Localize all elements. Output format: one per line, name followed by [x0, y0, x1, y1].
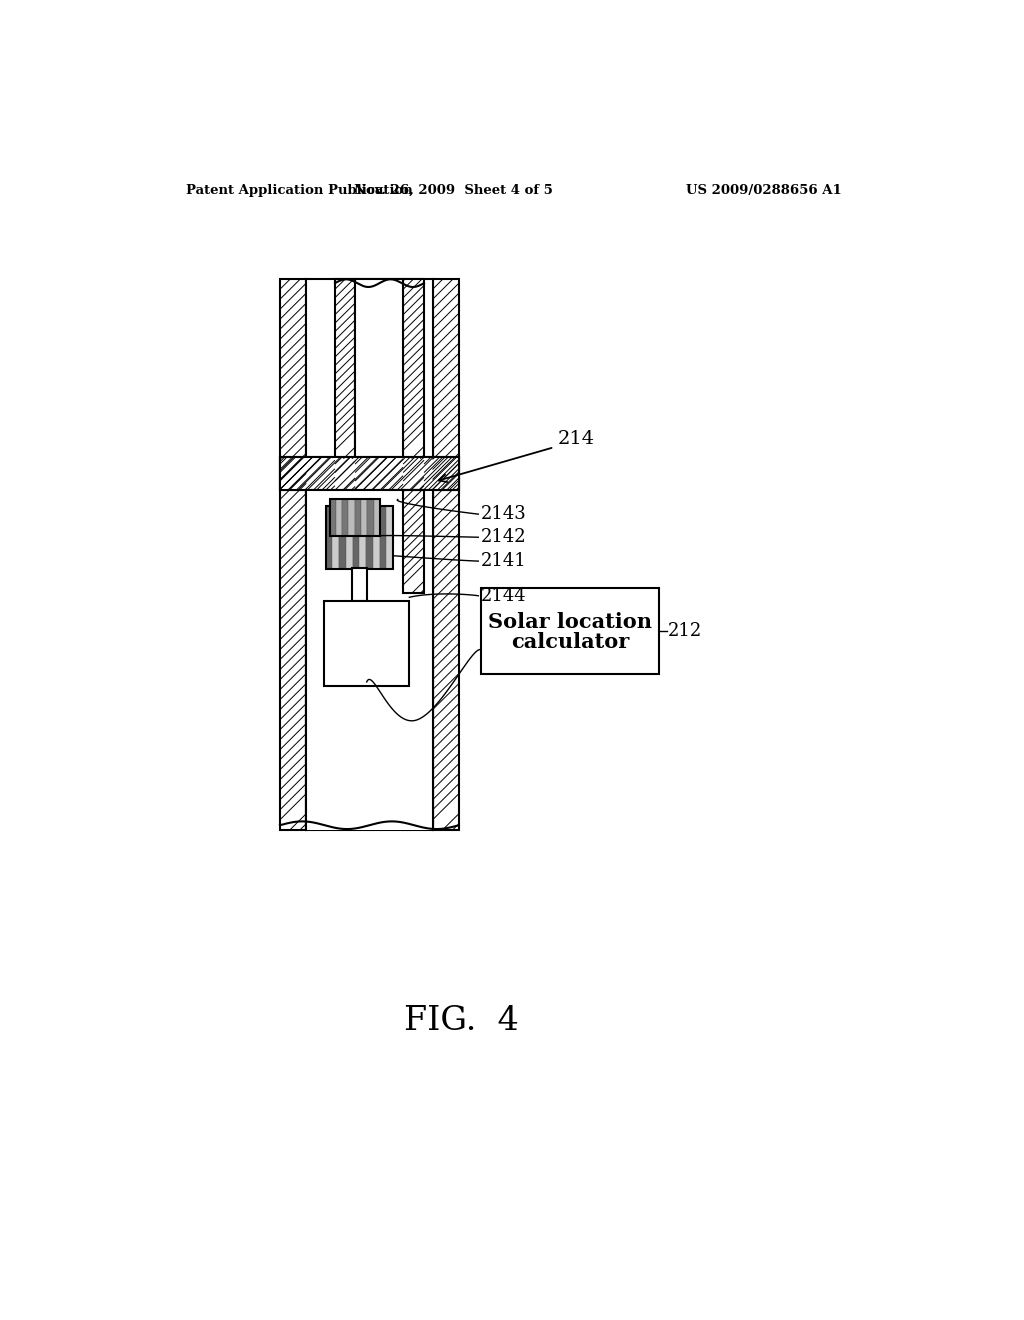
Bar: [335, 279, 355, 459]
Bar: [403, 490, 424, 594]
Bar: [280, 279, 306, 830]
Text: 212: 212: [669, 622, 702, 640]
Text: Patent Application Publication: Patent Application Publication: [186, 185, 413, 197]
Bar: [403, 279, 424, 459]
Bar: [306, 490, 432, 830]
Bar: [324, 601, 410, 686]
Bar: [355, 279, 403, 459]
Bar: [424, 457, 459, 490]
Bar: [403, 457, 424, 490]
Text: 2142: 2142: [480, 528, 526, 546]
Bar: [432, 279, 459, 830]
Text: Solar location: Solar location: [487, 612, 651, 632]
Text: calculator: calculator: [511, 632, 629, 652]
Bar: [280, 457, 335, 490]
Bar: [330, 499, 380, 536]
Text: 2144: 2144: [480, 587, 526, 605]
Bar: [373, 507, 380, 569]
Bar: [386, 507, 393, 569]
Bar: [368, 499, 374, 536]
Bar: [403, 279, 424, 459]
Bar: [335, 457, 355, 490]
Text: 214: 214: [558, 430, 595, 449]
Bar: [335, 279, 355, 459]
Bar: [280, 457, 459, 490]
Bar: [352, 507, 359, 569]
Bar: [480, 589, 658, 675]
Bar: [348, 499, 354, 536]
Text: 2141: 2141: [480, 552, 526, 570]
Bar: [374, 499, 380, 536]
Bar: [280, 457, 459, 490]
Bar: [359, 507, 367, 569]
Bar: [330, 499, 336, 536]
Bar: [306, 279, 432, 830]
Bar: [280, 457, 335, 490]
Bar: [346, 507, 352, 569]
Bar: [403, 490, 424, 594]
Bar: [280, 279, 306, 830]
Bar: [352, 568, 367, 601]
Bar: [367, 507, 373, 569]
Bar: [380, 507, 386, 569]
Bar: [339, 507, 346, 569]
Bar: [403, 457, 424, 490]
Bar: [354, 499, 361, 536]
Bar: [333, 507, 339, 569]
Bar: [424, 457, 459, 490]
Bar: [355, 457, 403, 490]
Text: Nov. 26, 2009  Sheet 4 of 5: Nov. 26, 2009 Sheet 4 of 5: [354, 185, 553, 197]
Bar: [342, 499, 348, 536]
Bar: [335, 457, 355, 490]
Bar: [361, 499, 368, 536]
Bar: [432, 279, 459, 830]
Text: FIG.  4: FIG. 4: [403, 1005, 518, 1036]
Bar: [355, 457, 403, 490]
Text: US 2009/0288656 A1: US 2009/0288656 A1: [686, 185, 842, 197]
Bar: [336, 499, 342, 536]
Bar: [326, 507, 393, 569]
Bar: [326, 507, 333, 569]
Text: 2143: 2143: [480, 506, 526, 523]
